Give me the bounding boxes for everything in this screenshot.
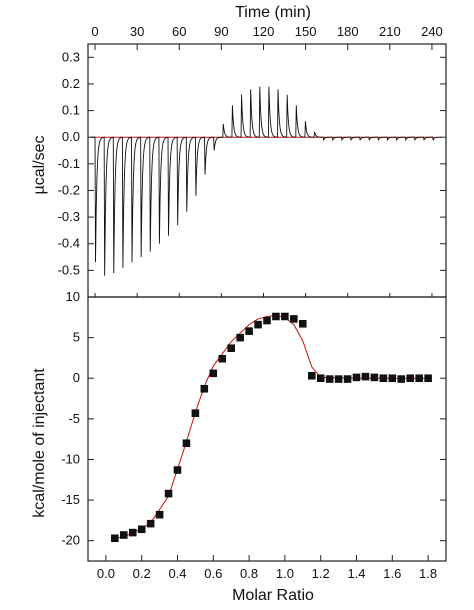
bottom-x-tick-label: 0.4 (168, 566, 186, 581)
bottom-x-tick-label: 1.4 (347, 566, 365, 581)
data-point (379, 374, 388, 382)
raw-thermogram-trace (90, 86, 442, 276)
top-x-tick-label: 150 (295, 24, 317, 39)
data-point (308, 372, 316, 380)
data-point (155, 510, 164, 519)
data-point (272, 312, 280, 321)
data-points (111, 312, 432, 543)
data-point (218, 354, 226, 363)
bottom-x-tick-label: 0.2 (133, 566, 151, 581)
top-x-tick-label: 90 (214, 24, 228, 39)
bottom-x-tick-label: 1.0 (276, 566, 294, 581)
top-y-axis-title: µcal/sec (31, 135, 48, 194)
fit-line (114, 315, 429, 540)
data-point (334, 375, 343, 383)
data-point (281, 312, 289, 321)
top-x-tick-label: 120 (253, 24, 275, 39)
data-point (254, 320, 262, 329)
data-point (299, 320, 307, 328)
data-point (316, 374, 325, 382)
data-point (111, 534, 119, 543)
bottom-y-tick-label: -10 (61, 451, 80, 466)
top-y-tick-label: 0.3 (62, 49, 80, 64)
data-point (352, 373, 361, 382)
top-y-tick-label: 0.2 (62, 76, 80, 91)
bottom-y-axis-title: kcal/mole of injectant (31, 368, 48, 518)
top-y-tick-label: 0.1 (62, 103, 80, 118)
bottom-x-tick-label: 0.8 (240, 566, 258, 581)
data-point (397, 375, 405, 383)
top-x-tick-label: 0 (91, 24, 98, 39)
data-point (415, 374, 423, 382)
bottom-y-tick-label: 5 (73, 330, 80, 345)
raw-heat-panel: Time (min) 0 30 60 90 120 150 180 210 240 -0.5-0… (31, 4, 447, 298)
data-point (343, 375, 352, 383)
top-x-axis-title: Time (min) (235, 4, 311, 21)
bottom-x-tick-label: 1.6 (383, 566, 401, 581)
top-y-tick-label: -0.5 (58, 262, 80, 277)
data-point (370, 373, 379, 382)
integrated-heat-panel: -20 -15 -10 -5 0 5 10 0.0 0.2 0.4 0.6 0.8 1.0 1.2 1.4… (31, 289, 447, 604)
top-y-tick-label: -0.2 (58, 182, 80, 197)
data-point (182, 439, 191, 447)
data-point (173, 466, 182, 474)
data-point (191, 409, 200, 417)
data-point (146, 519, 155, 528)
data-point (361, 372, 370, 381)
bottom-y-tick-label: -20 (61, 533, 80, 548)
top-x-tick-label: 240 (421, 24, 443, 39)
top-y-tick-label: -0.4 (58, 236, 80, 251)
data-point (209, 369, 218, 378)
data-point (245, 327, 253, 335)
bottom-plot-frame (87, 296, 447, 562)
data-point (227, 344, 235, 352)
top-x-tick-label: 180 (337, 24, 359, 39)
bottom-x-ticks: 0.0 0.2 0.4 0.6 0.8 1.0 1.2 1.4 1.6 1.8 (97, 555, 437, 581)
data-point (236, 333, 244, 342)
top-x-tick-label: 60 (172, 24, 186, 39)
bottom-y-tick-label: 0 (73, 370, 80, 385)
data-point (424, 374, 432, 382)
top-x-tick-label: 30 (130, 24, 144, 39)
top-y-tick-label: -0.3 (58, 209, 80, 224)
bottom-x-tick-label: 0.0 (97, 566, 115, 581)
data-point (325, 375, 334, 383)
bottom-y-tick-label: 10 (66, 289, 80, 304)
top-y-tick-label: 0.0 (62, 129, 80, 144)
data-point (263, 316, 271, 325)
top-x-ticks: 0 30 60 90 120 150 180 210 240 (91, 24, 443, 297)
bottom-x-tick-label: 1.8 (419, 566, 437, 581)
data-point (120, 531, 128, 539)
bottom-y-tick-label: -5 (68, 411, 80, 426)
data-point (290, 315, 298, 323)
data-point (164, 489, 173, 498)
raw-heat-traces (90, 86, 442, 276)
top-x-tick-label: 210 (379, 24, 401, 39)
bottom-x-tick-label: 0.6 (204, 566, 222, 581)
data-point (200, 385, 209, 393)
bottom-x-axis-title: Molar Ratio (232, 587, 314, 604)
bottom-y-tick-label: -15 (61, 492, 80, 507)
bottom-x-tick-label: 1.2 (312, 566, 330, 581)
data-point (129, 528, 137, 537)
top-y-ticks: -0.5 -0.4 -0.3 -0.2 -0.1 0.0 0.1 0.2 0.3 (58, 49, 446, 277)
top-y-tick-label: -0.1 (58, 156, 80, 171)
fit-curve (114, 315, 429, 540)
top-plot-frame (87, 43, 447, 298)
data-point (406, 374, 414, 382)
bottom-y-ticks: -20 -15 -10 -5 0 5 10 (61, 289, 446, 548)
data-point (137, 525, 146, 534)
data-point (388, 374, 397, 382)
